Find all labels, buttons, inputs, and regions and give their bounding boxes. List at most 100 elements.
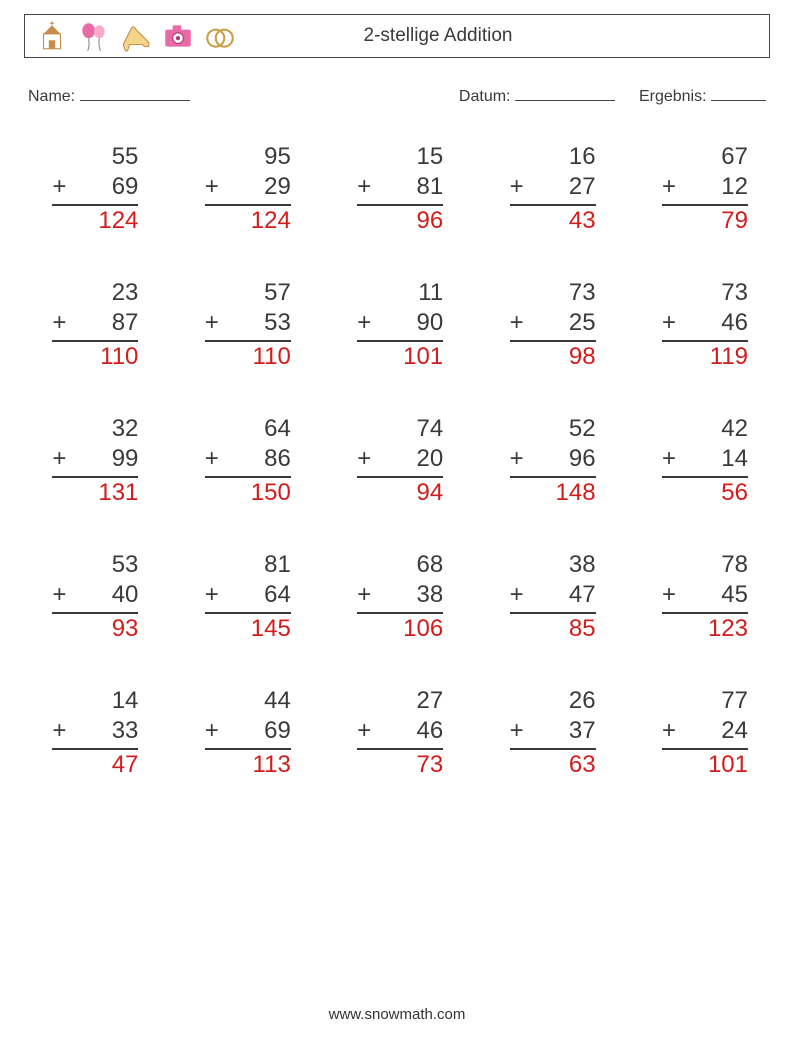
answer: 93 bbox=[52, 614, 138, 644]
answer: 85 bbox=[510, 614, 596, 644]
operand-top: 11 bbox=[357, 278, 443, 308]
operand-bottom: 27 bbox=[510, 172, 596, 206]
addition-problem: 9529124 bbox=[205, 142, 291, 236]
addition-problem: 6838106 bbox=[357, 550, 443, 644]
operand-top: 42 bbox=[662, 414, 748, 444]
page-title: 2-stellige Addition bbox=[237, 25, 759, 47]
addition-problem: 534093 bbox=[52, 550, 138, 644]
addition-problem: 3299131 bbox=[52, 414, 138, 508]
operand-bottom: 20 bbox=[357, 444, 443, 478]
operand-top: 95 bbox=[205, 142, 291, 172]
church-icon bbox=[35, 19, 69, 53]
addition-problem: 732598 bbox=[510, 278, 596, 372]
addition-problem: 5753110 bbox=[205, 278, 291, 372]
addition-problem: 1190101 bbox=[357, 278, 443, 372]
operand-top: 67 bbox=[662, 142, 748, 172]
addition-problem: 7845123 bbox=[662, 550, 748, 644]
operand-bottom: 64 bbox=[205, 580, 291, 614]
operand-bottom: 99 bbox=[52, 444, 138, 478]
answer: 63 bbox=[510, 750, 596, 780]
date-blank bbox=[515, 84, 615, 101]
operand-bottom: 37 bbox=[510, 716, 596, 750]
operand-top: 44 bbox=[205, 686, 291, 716]
answer: 148 bbox=[510, 478, 596, 508]
operand-bottom: 81 bbox=[357, 172, 443, 206]
operand-top: 38 bbox=[510, 550, 596, 580]
header-icons bbox=[35, 19, 237, 53]
operand-top: 55 bbox=[52, 142, 138, 172]
answer: 43 bbox=[510, 206, 596, 236]
operand-top: 26 bbox=[510, 686, 596, 716]
answer: 123 bbox=[662, 614, 748, 644]
operand-bottom: 47 bbox=[510, 580, 596, 614]
operand-top: 23 bbox=[52, 278, 138, 308]
answer: 150 bbox=[205, 478, 291, 508]
problems-grid: 5569124952912415819616274367127923871105… bbox=[24, 142, 770, 780]
operand-bottom: 86 bbox=[205, 444, 291, 478]
shoe-icon bbox=[119, 19, 153, 53]
operand-bottom: 24 bbox=[662, 716, 748, 750]
operand-top: 78 bbox=[662, 550, 748, 580]
operand-top: 52 bbox=[510, 414, 596, 444]
addition-problem: 5296148 bbox=[510, 414, 596, 508]
answer: 101 bbox=[357, 342, 443, 372]
operand-bottom: 46 bbox=[662, 308, 748, 342]
addition-problem: 2387110 bbox=[52, 278, 138, 372]
operand-bottom: 69 bbox=[52, 172, 138, 206]
addition-problem: 274673 bbox=[357, 686, 443, 780]
answer: 79 bbox=[662, 206, 748, 236]
meta-row: Name: Datum: Ergebnis: bbox=[24, 84, 770, 106]
answer: 131 bbox=[52, 478, 138, 508]
operand-bottom: 69 bbox=[205, 716, 291, 750]
answer: 96 bbox=[357, 206, 443, 236]
answer: 101 bbox=[662, 750, 748, 780]
operand-bottom: 46 bbox=[357, 716, 443, 750]
answer: 106 bbox=[357, 614, 443, 644]
operand-top: 68 bbox=[357, 550, 443, 580]
operand-top: 27 bbox=[357, 686, 443, 716]
addition-problem: 421456 bbox=[662, 414, 748, 508]
operand-top: 73 bbox=[662, 278, 748, 308]
answer: 47 bbox=[52, 750, 138, 780]
addition-problem: 5569124 bbox=[52, 142, 138, 236]
operand-bottom: 29 bbox=[205, 172, 291, 206]
answer: 56 bbox=[662, 478, 748, 508]
operand-bottom: 38 bbox=[357, 580, 443, 614]
footer-url: www.snowmath.com bbox=[0, 1006, 794, 1023]
answer: 145 bbox=[205, 614, 291, 644]
operand-top: 74 bbox=[357, 414, 443, 444]
answer: 110 bbox=[52, 342, 138, 372]
operand-top: 53 bbox=[52, 550, 138, 580]
camera-icon bbox=[161, 19, 195, 53]
operand-bottom: 45 bbox=[662, 580, 748, 614]
date-label: Datum: bbox=[459, 88, 511, 105]
addition-problem: 384785 bbox=[510, 550, 596, 644]
operand-top: 16 bbox=[510, 142, 596, 172]
operand-top: 73 bbox=[510, 278, 596, 308]
addition-problem: 263763 bbox=[510, 686, 596, 780]
answer: 124 bbox=[205, 206, 291, 236]
result-label: Ergebnis: bbox=[639, 88, 707, 105]
title-bar: 2-stellige Addition bbox=[24, 14, 770, 58]
operand-top: 57 bbox=[205, 278, 291, 308]
answer: 110 bbox=[205, 342, 291, 372]
operand-top: 14 bbox=[52, 686, 138, 716]
name-blank bbox=[80, 84, 190, 101]
addition-problem: 8164145 bbox=[205, 550, 291, 644]
operand-top: 81 bbox=[205, 550, 291, 580]
addition-problem: 162743 bbox=[510, 142, 596, 236]
operand-bottom: 87 bbox=[52, 308, 138, 342]
operand-bottom: 90 bbox=[357, 308, 443, 342]
addition-problem: 143347 bbox=[52, 686, 138, 780]
addition-problem: 6486150 bbox=[205, 414, 291, 508]
operand-bottom: 40 bbox=[52, 580, 138, 614]
result-blank bbox=[711, 84, 766, 101]
operand-bottom: 25 bbox=[510, 308, 596, 342]
addition-problem: 7346119 bbox=[662, 278, 748, 372]
balloons-icon bbox=[77, 19, 111, 53]
operand-bottom: 96 bbox=[510, 444, 596, 478]
operand-bottom: 33 bbox=[52, 716, 138, 750]
answer: 98 bbox=[510, 342, 596, 372]
answer: 113 bbox=[205, 750, 291, 780]
rings-icon bbox=[203, 19, 237, 53]
